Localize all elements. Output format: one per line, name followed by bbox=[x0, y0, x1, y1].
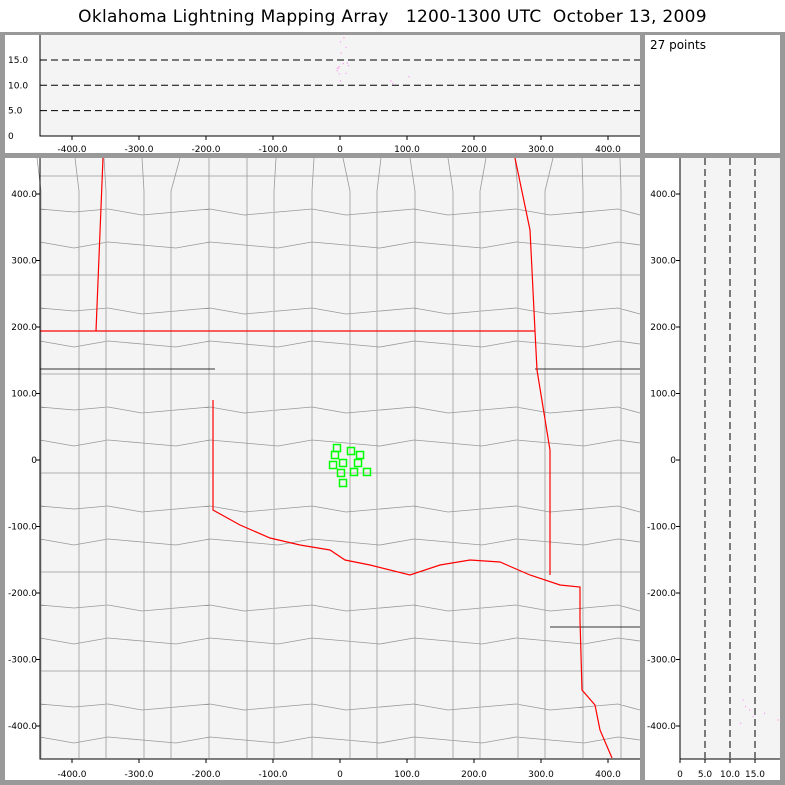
ns-altitude-point bbox=[742, 699, 744, 701]
altitude-point bbox=[342, 62, 344, 65]
y-tick-label: -200.0 bbox=[8, 589, 37, 599]
altitude-point bbox=[340, 41, 342, 43]
x-tick-label: 0 bbox=[337, 770, 343, 780]
chart-title: Oklahoma Lightning Mapping Array 1200-13… bbox=[0, 0, 785, 32]
x-tick-label: 100.0 bbox=[394, 770, 420, 780]
y-tick-label: -400.0 bbox=[8, 722, 37, 732]
ns-altitude-point bbox=[740, 722, 742, 724]
y-tick-label: 10.0 bbox=[8, 81, 28, 91]
altitude-point bbox=[336, 67, 338, 69]
x-tick-label: 0 bbox=[677, 770, 683, 780]
x-tick-label: 400.0 bbox=[595, 145, 621, 155]
y-tick-label: -100.0 bbox=[8, 523, 37, 533]
altitude-point bbox=[346, 62, 348, 64]
x-tick-label: -400.0 bbox=[57, 770, 86, 780]
source-point bbox=[355, 450, 365, 460]
source-point bbox=[362, 467, 372, 477]
plan-plot-area bbox=[40, 158, 640, 759]
x-tick-label: 200.0 bbox=[461, 770, 487, 780]
y-tick-label: -300.0 bbox=[647, 656, 676, 666]
ns-altitude-point bbox=[749, 709, 751, 711]
x-tick-label: -100.0 bbox=[258, 145, 287, 155]
y-tick-label: 0 bbox=[8, 132, 14, 142]
y-tick-label: -300.0 bbox=[8, 656, 37, 666]
y-tick-label: 400.0 bbox=[650, 190, 676, 200]
y-tick-label: 300.0 bbox=[650, 257, 676, 267]
y-tick-label: 200.0 bbox=[11, 323, 37, 333]
altitude-point bbox=[345, 72, 347, 74]
altitude-point bbox=[343, 37, 345, 39]
x-tick-label: 15.0 bbox=[745, 770, 765, 780]
x-tick-label: 400.0 bbox=[595, 770, 621, 780]
y-tick-label: 100.0 bbox=[650, 390, 676, 400]
altitude-point bbox=[348, 65, 350, 67]
county-borders bbox=[36, 157, 641, 758]
altitude-point bbox=[336, 70, 338, 72]
info-panel: 27 points bbox=[645, 35, 780, 153]
x-tick-label: -400.0 bbox=[57, 145, 86, 155]
y-tick-label: 400.0 bbox=[11, 190, 37, 200]
point-count: 27 points bbox=[650, 38, 706, 52]
x-tick-label: -100.0 bbox=[258, 770, 287, 780]
x-tick-label: 300.0 bbox=[528, 145, 554, 155]
y-tick-label: 300.0 bbox=[11, 257, 37, 267]
ns-altitude-point bbox=[764, 712, 766, 714]
source-point bbox=[353, 458, 363, 468]
altitude-point bbox=[337, 67, 340, 69]
altitude-point bbox=[340, 52, 342, 54]
x-tick-label: -200.0 bbox=[191, 145, 220, 155]
y-tick-label: 15.0 bbox=[8, 56, 28, 66]
state-borders bbox=[40, 157, 613, 759]
x-tick-label: 100.0 bbox=[394, 145, 420, 155]
source-point bbox=[338, 478, 348, 488]
source-point bbox=[349, 467, 359, 477]
altitude-point bbox=[392, 82, 394, 84]
source-point bbox=[336, 468, 346, 478]
ns-altitude-point bbox=[752, 716, 754, 718]
x-tick-label: 300.0 bbox=[528, 770, 554, 780]
source-point bbox=[330, 450, 340, 460]
altitude-point bbox=[340, 80, 342, 82]
y-tick-label: 200.0 bbox=[650, 323, 676, 333]
y-tick-label: 0 bbox=[670, 456, 676, 466]
source-point bbox=[338, 458, 348, 468]
y-tick-label: 100.0 bbox=[11, 390, 37, 400]
x-tick-label: 5.0 bbox=[698, 770, 713, 780]
y-tick-label: -200.0 bbox=[647, 589, 676, 599]
y-tick-label: 5.0 bbox=[8, 107, 23, 117]
ns-altitude-point bbox=[777, 719, 779, 721]
source-point bbox=[346, 446, 356, 456]
y-tick-label: 0 bbox=[31, 456, 37, 466]
y-tick-label: -400.0 bbox=[647, 722, 676, 732]
x-tick-label: -200.0 bbox=[191, 770, 220, 780]
x-tick-label: 200.0 bbox=[461, 145, 487, 155]
x-tick-label: 10.0 bbox=[720, 770, 740, 780]
altitude-point bbox=[390, 80, 392, 82]
altitude-point bbox=[338, 73, 340, 75]
ns-altitude-point bbox=[745, 706, 747, 708]
source-point bbox=[328, 460, 338, 470]
altitude-point bbox=[345, 46, 347, 48]
y-tick-label: -100.0 bbox=[647, 523, 676, 533]
x-tick-label: -300.0 bbox=[124, 145, 153, 155]
x-tick-label: -300.0 bbox=[124, 770, 153, 780]
x-tick-label: 0 bbox=[337, 145, 343, 155]
altitude-point bbox=[338, 66, 340, 68]
altitude-point bbox=[408, 76, 410, 78]
